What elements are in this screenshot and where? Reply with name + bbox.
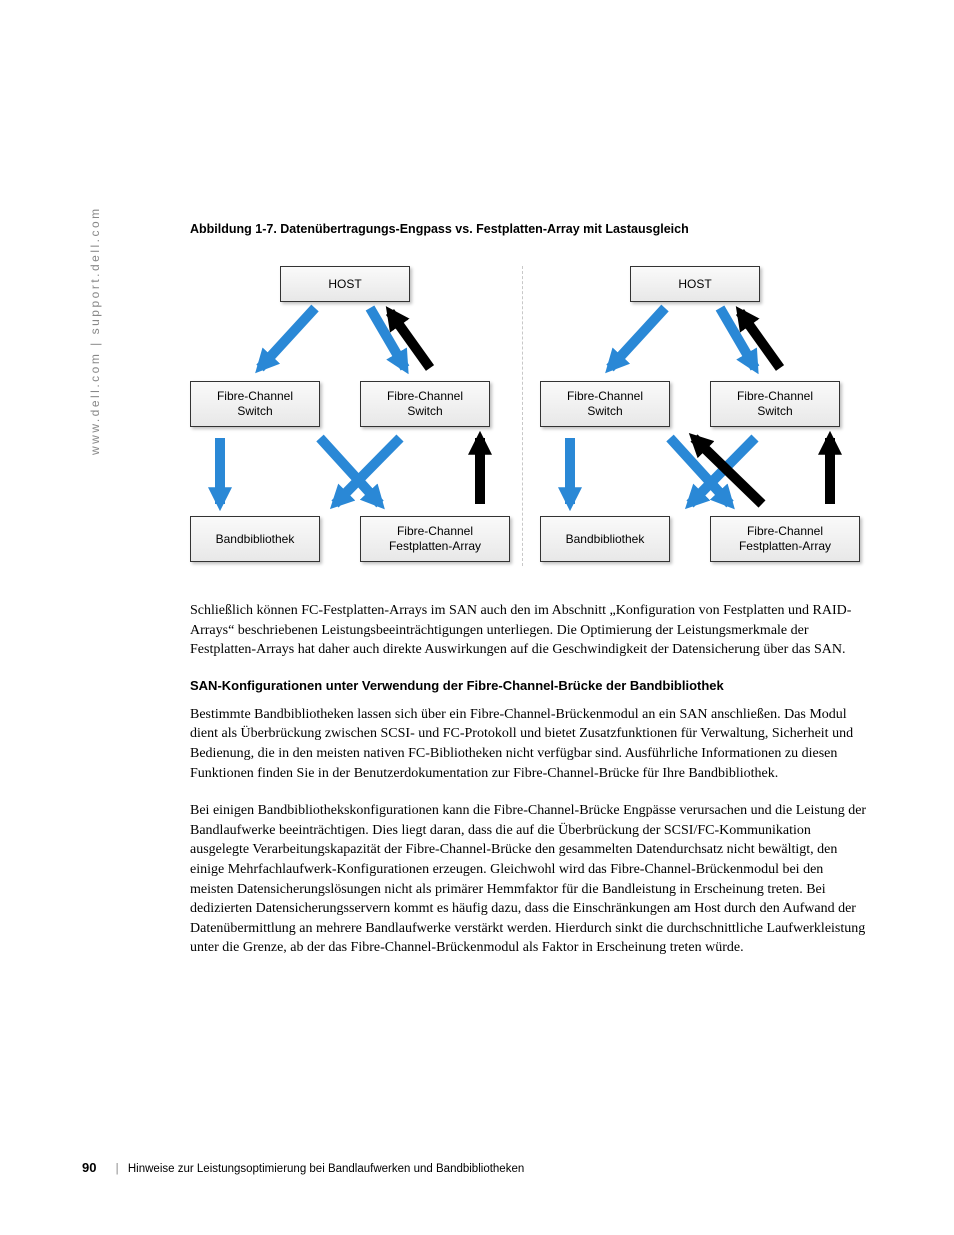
diagram: HOST Fibre-ChannelSwitch Fibre-ChannelSwit… [190, 256, 870, 576]
arrow [260, 308, 315, 368]
diagram-node-L-sw2: Fibre-ChannelSwitch [360, 381, 490, 427]
diagram-node-L-disk: Fibre-ChannelFestplatten-Array [360, 516, 510, 562]
diagram-node-L-host: HOST [280, 266, 410, 302]
main-content: Abbildung 1-7. Datenübertragungs-Engpass… [190, 222, 870, 976]
paragraph-3: Bei einigen Bandbibliothekskonfiguration… [190, 801, 870, 958]
footer-title: Hinweise zur Leistungsoptimierung bei Ba… [128, 1163, 524, 1175]
diagram-node-R-sw1: Fibre-ChannelSwitch [540, 381, 670, 427]
diagram-node-L-tape: Bandbibliothek [190, 516, 320, 562]
arrow [610, 308, 665, 368]
figure-caption: Abbildung 1-7. Datenübertragungs-Engpass… [190, 222, 870, 236]
diagram-node-R-host: HOST [630, 266, 760, 302]
sidebar-url: www.dell.com | support.dell.com [88, 206, 102, 455]
diagram-node-L-sw1: Fibre-ChannelSwitch [190, 381, 320, 427]
diagram-node-R-sw2: Fibre-ChannelSwitch [710, 381, 840, 427]
diagram-node-R-tape: Bandbibliothek [540, 516, 670, 562]
page-number: 90 [82, 1160, 96, 1175]
footer-separator: | [116, 1163, 119, 1175]
paragraph-2: Bestimmte Bandbibliotheken lassen sich ü… [190, 705, 870, 783]
section-heading: SAN-Konfigurationen unter Verwendung der… [190, 678, 870, 693]
paragraph-1: Schließlich können FC-Festplatten-Arrays… [190, 601, 870, 660]
page-footer: 90 | Hinweise zur Leistungsoptimierung b… [82, 1160, 524, 1175]
diagram-node-R-disk: Fibre-ChannelFestplatten-Array [710, 516, 860, 562]
